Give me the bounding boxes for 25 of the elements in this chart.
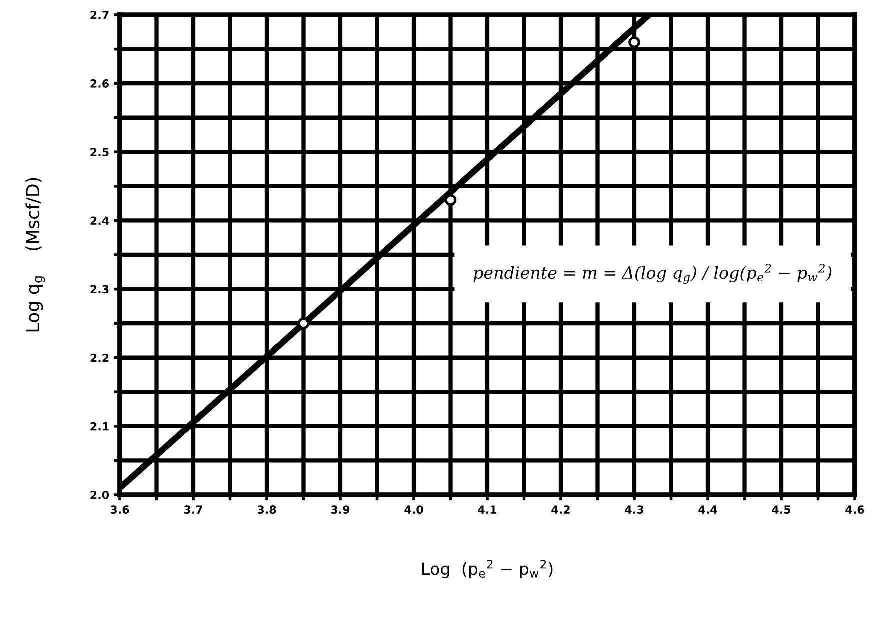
x-tick-label: 4.0 [404,506,424,514]
point [298,318,310,330]
x-tick-label: 4.4 [698,506,718,514]
x-tick-label: 4.2 [552,506,570,514]
y-tick-label: 2.4 [90,216,110,225]
y-tick-label: 2.2 [90,354,109,362]
y-tick-label: 2.1 [90,422,109,431]
y-tick-label: 2.6 [90,80,109,88]
point [628,36,640,48]
x-tick-label: 4.5 [772,506,791,514]
text: pendiente = m = Δ(log q$_{g}$) / log(p$_{e}$$^{2}$ − p$_{w}$$^{2}$) [474,264,832,284]
y-tick-label: 2.0 [90,490,110,500]
x-axis-title: Log (p$_{e}$$^{2}$ − p$_{w}$$^{2}$) [422,560,553,579]
x-tick-label: 3.8 [258,506,276,514]
x-tick-label: 4.3 [625,506,644,514]
y-tick-label: 2.3 [90,285,109,294]
point [444,194,457,206]
x-tick-label: 4.6 [846,506,864,514]
x-tick-label: 3.7 [184,506,202,514]
x-tick-label: 3.6 [110,506,130,514]
y-tick-label: 2.7 [90,10,109,20]
text: Log q$_{g}$ (Mscf/D) [26,178,45,332]
x-tick-label: 3.9 [331,506,350,514]
x-tick-label: 4.1 [478,506,497,514]
y-tick-label: 2.5 [90,148,109,157]
